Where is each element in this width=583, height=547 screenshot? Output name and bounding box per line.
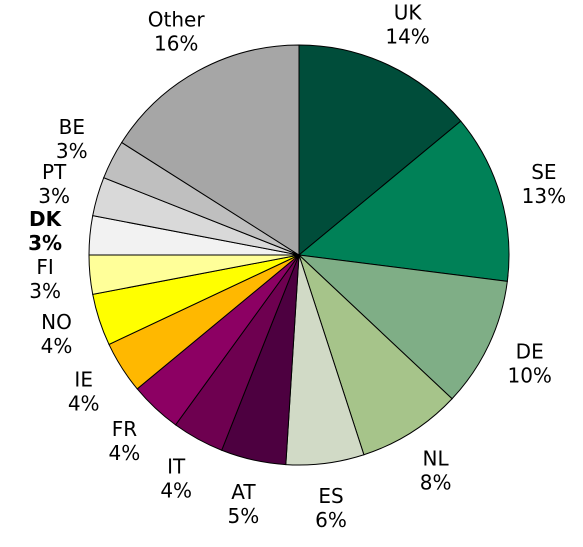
- pie-slice-other: [120, 44, 300, 256]
- slice-label-nl: NL 8%: [420, 446, 452, 494]
- slice-label-name: IT: [167, 455, 186, 479]
- slice-label-value: 4%: [109, 441, 141, 465]
- slice-label-name: DE: [516, 340, 544, 364]
- slice-label-name: NO: [41, 310, 72, 334]
- slice-label-name: PT: [42, 160, 67, 184]
- slice-label-name: FI: [36, 255, 53, 279]
- slice-label-name: Other: [148, 8, 206, 32]
- slice-label-name: UK: [394, 0, 423, 24]
- slice-label-at: AT 5%: [228, 480, 260, 528]
- slice-label-name: DK: [29, 207, 63, 231]
- slice-label-value: 4%: [41, 334, 73, 358]
- slice-label-value: 14%: [385, 24, 429, 48]
- slice-label-name: AT: [231, 480, 256, 504]
- slice-label-value: 8%: [420, 470, 452, 494]
- slice-label-es: ES 6%: [315, 484, 347, 532]
- slice-label-ie: IE 4%: [68, 368, 100, 416]
- slice-label-value: 3%: [28, 231, 62, 255]
- slice-label-se: SE 13%: [522, 160, 566, 208]
- slice-label-value: 10%: [507, 364, 551, 388]
- slice-label-value: 5%: [228, 504, 260, 528]
- slice-label-fi: FI 3%: [29, 255, 61, 303]
- slice-label-fr: FR 4%: [109, 417, 141, 465]
- slice-label-dk: DK 3%: [28, 207, 63, 255]
- slice-label-value: 16%: [154, 32, 198, 56]
- slice-label-value: 3%: [38, 184, 70, 208]
- slice-label-value: 4%: [68, 392, 100, 416]
- pie-labels: UK 14%SE 13%DE 10%NL 8%ES 6%AT 5%IT 4%FR 4%IE 4%N…: [28, 0, 566, 532]
- slice-label-name: NL: [423, 446, 450, 470]
- slice-label-value: 4%: [160, 479, 192, 503]
- slice-label-value: 13%: [522, 184, 566, 208]
- slice-label-de: DE 10%: [507, 340, 551, 388]
- slice-label-name: ES: [318, 484, 343, 508]
- slice-label-name: BE: [59, 115, 85, 139]
- pie-slice-de: [297, 254, 508, 400]
- slice-label-other: Other 16%: [148, 8, 206, 56]
- slice-label-name: SE: [531, 160, 556, 184]
- pie-slice-uk: [298, 44, 462, 257]
- slice-label-be: BE 3%: [56, 115, 88, 163]
- slice-label-value: 3%: [56, 139, 88, 163]
- pie-slices: [88, 44, 510, 466]
- pie-slice-se: [297, 120, 510, 282]
- slice-label-value: 3%: [29, 279, 61, 303]
- pie-slice-nl: [298, 254, 453, 456]
- slice-label-value: 6%: [315, 508, 347, 532]
- slice-label-name: FR: [112, 417, 138, 441]
- slice-label-uk: UK 14%: [385, 0, 429, 48]
- slice-label-pt: PT 3%: [38, 160, 70, 208]
- slice-label-name: IE: [74, 368, 93, 392]
- slice-label-no: NO 4%: [41, 310, 73, 358]
- slice-label-it: IT 4%: [160, 455, 192, 503]
